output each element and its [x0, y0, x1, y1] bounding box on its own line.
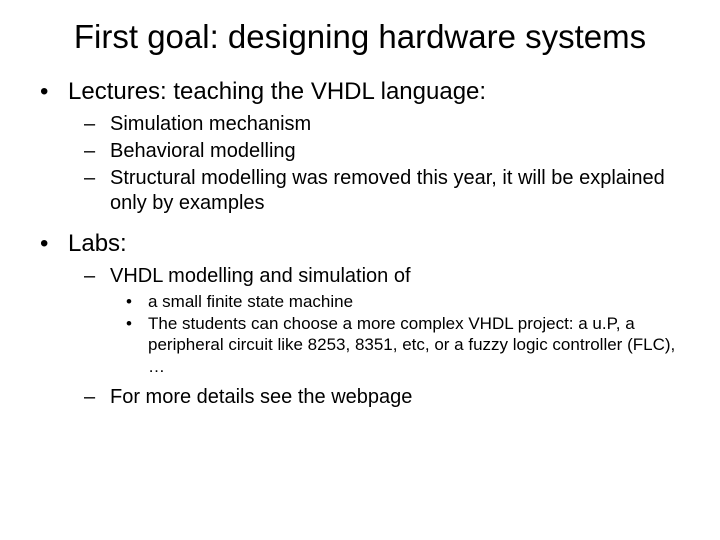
bullet-text: Structural modelling was removed this ye… — [110, 166, 690, 216]
bullet-level2: – Structural modelling was removed this … — [84, 166, 690, 216]
dash-bullet-icon: – — [84, 264, 110, 289]
bullet-level3: • The students can choose a more complex… — [126, 313, 690, 377]
dash-bullet-icon: – — [84, 166, 110, 216]
dash-bullet-icon: – — [84, 385, 110, 410]
disc-bullet-icon: • — [40, 78, 68, 106]
slide-title: First goal: designing hardware systems — [30, 18, 690, 56]
bullet-level1: • Labs: — [40, 230, 690, 258]
disc-bullet-icon: • — [40, 230, 68, 258]
dash-bullet-icon: – — [84, 139, 110, 164]
disc-bullet-icon: • — [126, 291, 148, 312]
bullet-text: Labs: — [68, 230, 127, 258]
bullet-text: The students can choose a more complex V… — [148, 313, 690, 377]
bullet-level2: – VHDL modelling and simulation of — [84, 264, 690, 289]
bullet-level1: • Lectures: teaching the VHDL language: — [40, 78, 690, 106]
bullet-text: For more details see the webpage — [110, 385, 412, 410]
disc-bullet-icon: • — [126, 313, 148, 377]
bullet-text: Lectures: teaching the VHDL language: — [68, 78, 486, 106]
bullet-text: Behavioral modelling — [110, 139, 296, 164]
bullet-level2: – For more details see the webpage — [84, 385, 690, 410]
dash-bullet-icon: – — [84, 112, 110, 137]
bullet-level2: – Simulation mechanism — [84, 112, 690, 137]
bullet-level3: • a small finite state machine — [126, 291, 690, 312]
bullet-level2: – Behavioral modelling — [84, 139, 690, 164]
bullet-text: VHDL modelling and simulation of — [110, 264, 411, 289]
bullet-text: Simulation mechanism — [110, 112, 311, 137]
bullet-text: a small finite state machine — [148, 291, 353, 312]
